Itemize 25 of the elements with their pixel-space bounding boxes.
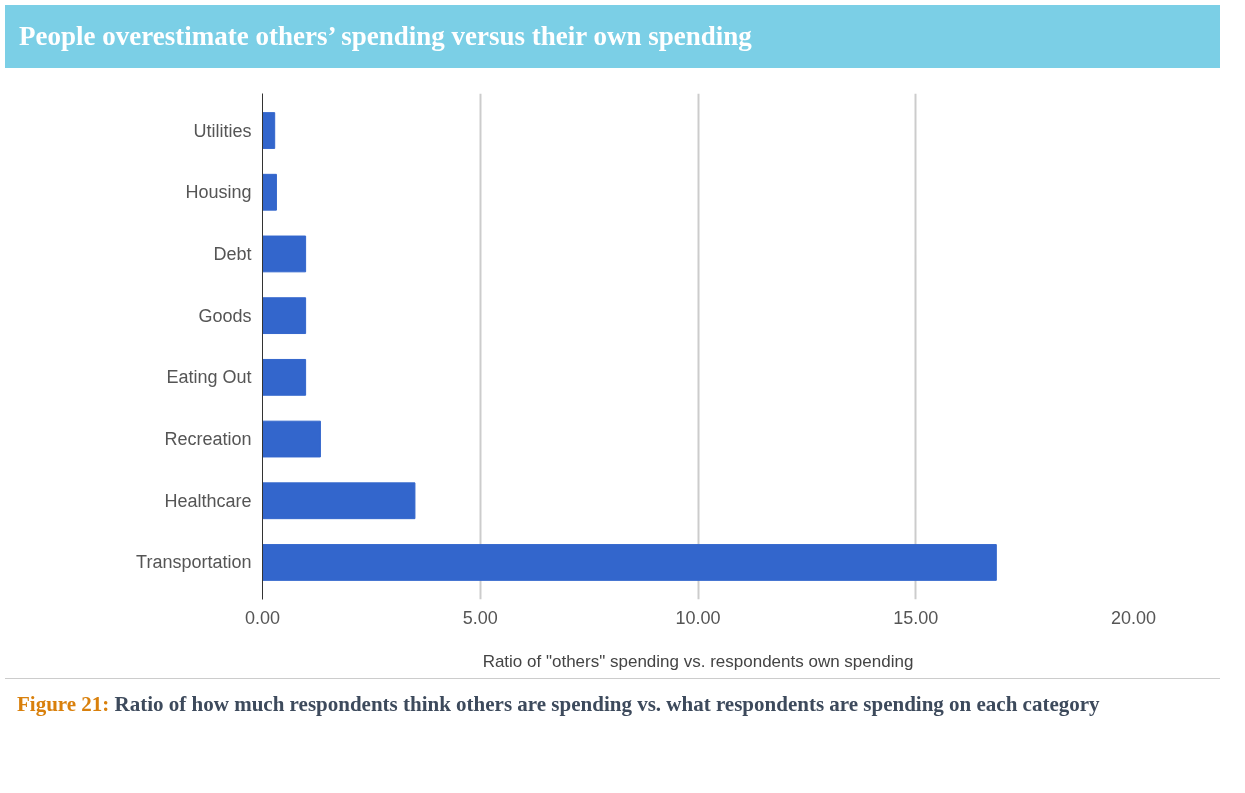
- bar: [262, 235, 307, 272]
- caption: Figure 21:: [17, 691, 110, 716]
- x-tick-label: 15.00: [893, 607, 939, 628]
- x-tick-label: 0.00: [244, 607, 281, 628]
- y-tick-label: Housing: [185, 181, 252, 202]
- y-tick-label: Utilities: [193, 120, 252, 141]
- y-tick-label: Transportation: [136, 552, 252, 573]
- x-tick-label: 10.00: [675, 607, 721, 628]
- bar: [262, 111, 276, 149]
- x-tick-label: 20.00: [1110, 607, 1157, 628]
- y-tick-label: Debt: [213, 243, 252, 264]
- bar: [262, 358, 307, 396]
- y-tick-label: Healthcare: [164, 490, 252, 511]
- bar: [262, 296, 307, 334]
- bar: [262, 173, 277, 211]
- bar: [262, 543, 997, 581]
- x-tick-label: 5.00: [462, 607, 498, 628]
- bar: [262, 481, 416, 519]
- chart-title: People overestimate others’ spending versus their own spending: [5, 5, 1220, 68]
- y-tick-label: Eating Out: [166, 366, 252, 387]
- x-axis-title: Ratio of "others" spending vs. respondents own spending: [482, 651, 914, 671]
- y-tick-label: Recreation: [164, 428, 252, 449]
- bar: [262, 420, 321, 458]
- text: Ratio of how much respondents think others are spending vs. what respondents are spending on each category: [114, 691, 1100, 716]
- y-tick-label: Goods: [198, 305, 252, 326]
